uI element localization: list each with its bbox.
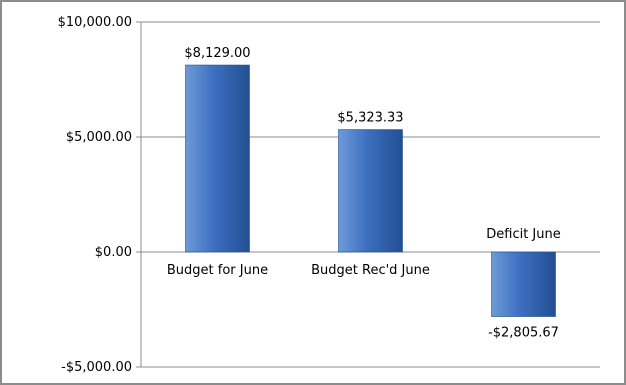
data-label: $5,323.33 bbox=[337, 111, 403, 126]
y-tick-label: $0.00 bbox=[95, 245, 132, 260]
y-axis: $10,000.00 $5,000.00 $0.00 -$5,000.00 bbox=[58, 15, 142, 375]
bar bbox=[338, 129, 403, 253]
category-label: Budget for June bbox=[167, 263, 268, 278]
y-tick-label: $10,000.00 bbox=[58, 15, 132, 30]
data-label: $8,129.00 bbox=[184, 46, 250, 61]
y-tick-label: -$5,000.00 bbox=[61, 360, 132, 375]
bar bbox=[491, 251, 556, 317]
category-label: Deficit June bbox=[486, 227, 561, 242]
data-label: -$2,805.67 bbox=[488, 326, 559, 341]
bars bbox=[185, 64, 556, 317]
category-label: Budget Rec'd June bbox=[311, 263, 430, 278]
labels: $8,129.00 Budget for June $5,323.33 Budget … bbox=[167, 46, 561, 340]
y-tick-label: $5,000.00 bbox=[66, 130, 132, 145]
bar bbox=[185, 64, 250, 253]
